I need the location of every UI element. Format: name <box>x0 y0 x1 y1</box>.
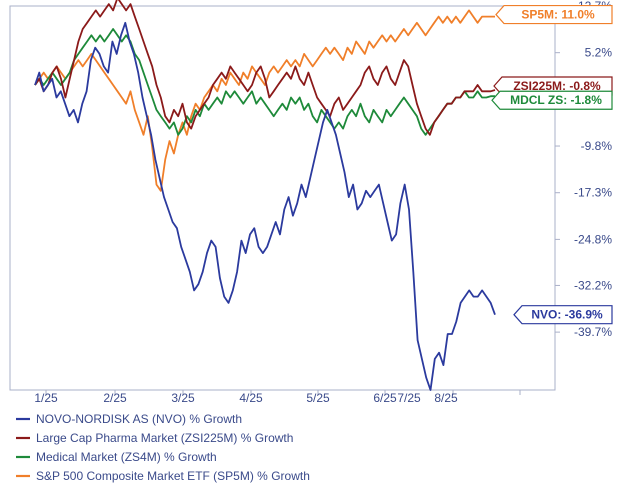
y-tick-label: -9.8% <box>581 139 613 153</box>
legend-entry: Medical Market (ZS4M) % Growth <box>16 450 217 464</box>
zsi225m-line <box>34 0 496 136</box>
nvo-callout: NVO: -36.9% <box>513 305 613 325</box>
nvo-line <box>34 21 496 391</box>
x-tick-label: 1/25 <box>34 391 58 405</box>
x-tick-label: 2/25 <box>103 391 127 405</box>
legend: NOVO-NORDISK AS (NVO) % Growth Large Cap … <box>16 412 310 483</box>
legend-entry: Large Cap Pharma Market (ZSI225M) % Grow… <box>16 431 293 445</box>
zs4m-line <box>34 28 495 136</box>
y-tick-label: 5.2% <box>585 46 613 60</box>
x-tick-label: 8/25 <box>434 391 458 405</box>
legend-entry: S&P 500 Composite Market ETF (SP5M) % Gr… <box>16 469 310 483</box>
callout-label: NVO: -36.9% <box>531 308 603 322</box>
callout-label: ZSI225M: -0.8% <box>513 79 601 93</box>
x-tick-label: 4/25 <box>239 391 263 405</box>
callout-box <box>495 4 613 25</box>
series-lines <box>34 0 496 391</box>
callout-box <box>491 90 613 110</box>
series-callouts: NVO: -36.9% ZSI225M: -0.8%MDCL ZS: -1.8% S… <box>491 4 613 325</box>
callout-label: SP5M: 11.0% <box>521 8 595 22</box>
y-tick-label: -39.7% <box>574 325 612 339</box>
x-tick-label: 5/25 <box>306 391 330 405</box>
x-tick-label: 7/25 <box>397 391 421 405</box>
x-axis: 1/25 2/25 3/25 4/25 5/25 6/25 7/25 8/25 <box>34 390 521 405</box>
callout-label: MDCL ZS: -1.8% <box>510 93 602 107</box>
sp5m-line <box>34 9 495 192</box>
x-tick-label: 6/25 <box>373 391 397 405</box>
x-tick-label: 3/25 <box>171 391 195 405</box>
y-tick-label: -24.8% <box>574 232 612 246</box>
legend-label: Medical Market (ZS4M) % Growth <box>36 450 217 464</box>
legend-label: NOVO-NORDISK AS (NVO) % Growth <box>36 412 242 426</box>
callout-box <box>513 305 613 325</box>
zsi225m-callout: ZSI225M: -0.8% <box>493 76 613 96</box>
y-tick-label: -32.2% <box>574 278 612 292</box>
legend-label: S&P 500 Composite Market ETF (SP5M) % Gr… <box>36 469 310 483</box>
plot-frame <box>9 5 556 391</box>
sp5m-callout: SP5M: 11.0% <box>495 4 613 25</box>
zs4m-callout: MDCL ZS: -1.8% <box>491 90 613 110</box>
legend-entry: NOVO-NORDISK AS (NVO) % Growth <box>16 412 242 426</box>
legend-label: Large Cap Pharma Market (ZSI225M) % Grow… <box>36 431 293 445</box>
y-tick-label: -17.3% <box>574 186 612 200</box>
y-axis: 12.7%5.2%-2.3%-9.8%-17.3%-24.8%-32.2%-39… <box>555 0 612 339</box>
